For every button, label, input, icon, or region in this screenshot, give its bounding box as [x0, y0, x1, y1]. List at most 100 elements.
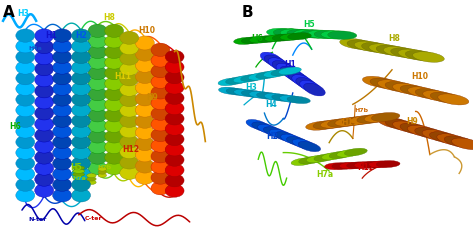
Ellipse shape — [16, 167, 35, 181]
Ellipse shape — [306, 121, 334, 130]
Ellipse shape — [105, 162, 124, 175]
Ellipse shape — [398, 49, 430, 60]
Ellipse shape — [72, 135, 91, 149]
Ellipse shape — [105, 24, 124, 37]
Ellipse shape — [53, 72, 72, 85]
Text: H10: H10 — [139, 26, 155, 35]
Ellipse shape — [105, 45, 124, 59]
Ellipse shape — [276, 63, 298, 76]
Ellipse shape — [299, 157, 321, 164]
Ellipse shape — [248, 73, 271, 80]
Ellipse shape — [314, 154, 337, 161]
Ellipse shape — [372, 113, 400, 121]
Ellipse shape — [16, 29, 35, 42]
Ellipse shape — [53, 82, 72, 95]
Ellipse shape — [165, 102, 184, 115]
Ellipse shape — [53, 40, 72, 53]
Ellipse shape — [136, 125, 155, 139]
Text: H9: H9 — [146, 93, 158, 102]
Ellipse shape — [376, 161, 400, 168]
Ellipse shape — [337, 150, 360, 157]
Ellipse shape — [136, 148, 155, 162]
Ellipse shape — [287, 96, 310, 104]
Ellipse shape — [347, 40, 379, 50]
Ellipse shape — [226, 88, 249, 95]
Ellipse shape — [98, 167, 107, 171]
Ellipse shape — [272, 34, 296, 41]
Ellipse shape — [16, 104, 35, 117]
Ellipse shape — [151, 150, 170, 163]
Ellipse shape — [273, 29, 302, 37]
Ellipse shape — [226, 77, 248, 84]
Ellipse shape — [342, 116, 371, 125]
Ellipse shape — [72, 125, 91, 138]
Ellipse shape — [16, 40, 35, 53]
Text: H9: H9 — [406, 117, 418, 126]
Ellipse shape — [120, 63, 139, 75]
Ellipse shape — [88, 24, 107, 37]
Text: H7b: H7b — [354, 108, 368, 113]
Ellipse shape — [88, 130, 107, 143]
Ellipse shape — [73, 176, 84, 180]
Ellipse shape — [105, 151, 124, 164]
Ellipse shape — [16, 189, 35, 202]
Ellipse shape — [136, 170, 155, 184]
Text: H11: H11 — [341, 118, 358, 127]
Ellipse shape — [88, 119, 107, 133]
Ellipse shape — [383, 46, 415, 57]
Ellipse shape — [88, 140, 107, 154]
Ellipse shape — [415, 127, 445, 139]
Ellipse shape — [288, 33, 311, 40]
Ellipse shape — [233, 75, 256, 83]
Ellipse shape — [35, 106, 54, 120]
Ellipse shape — [35, 117, 54, 131]
Ellipse shape — [287, 137, 309, 147]
Ellipse shape — [136, 36, 155, 50]
Ellipse shape — [53, 125, 72, 138]
Ellipse shape — [340, 39, 372, 49]
Ellipse shape — [266, 28, 296, 37]
Ellipse shape — [151, 96, 170, 110]
Ellipse shape — [300, 80, 321, 93]
Ellipse shape — [165, 153, 184, 166]
Ellipse shape — [35, 51, 54, 65]
Ellipse shape — [423, 90, 454, 101]
Ellipse shape — [151, 139, 170, 152]
Ellipse shape — [280, 33, 303, 40]
Ellipse shape — [120, 135, 139, 148]
Text: A: A — [3, 5, 15, 20]
Ellipse shape — [294, 30, 323, 38]
Ellipse shape — [260, 52, 282, 65]
Ellipse shape — [105, 109, 124, 122]
Ellipse shape — [72, 146, 91, 159]
Ellipse shape — [249, 91, 272, 99]
Ellipse shape — [298, 141, 320, 152]
Ellipse shape — [335, 117, 364, 126]
Ellipse shape — [165, 112, 184, 125]
Ellipse shape — [279, 95, 303, 103]
Ellipse shape — [53, 135, 72, 149]
Ellipse shape — [151, 75, 170, 88]
Ellipse shape — [35, 150, 54, 164]
Ellipse shape — [53, 157, 72, 170]
Ellipse shape — [120, 94, 139, 107]
Ellipse shape — [87, 177, 96, 181]
Ellipse shape — [105, 98, 124, 111]
Ellipse shape — [72, 29, 91, 42]
Text: H8: H8 — [104, 13, 116, 22]
Ellipse shape — [301, 30, 329, 38]
Ellipse shape — [378, 117, 408, 128]
Text: H3: H3 — [17, 9, 29, 18]
Text: H6: H6 — [9, 122, 21, 131]
Ellipse shape — [165, 122, 184, 135]
Ellipse shape — [151, 182, 170, 195]
Ellipse shape — [280, 29, 309, 37]
Ellipse shape — [272, 60, 294, 74]
Ellipse shape — [369, 161, 392, 168]
Text: N-ter: N-ter — [28, 217, 46, 222]
Ellipse shape — [120, 52, 139, 65]
Ellipse shape — [73, 169, 84, 173]
Ellipse shape — [151, 160, 170, 174]
Ellipse shape — [437, 134, 467, 145]
Text: H12: H12 — [123, 145, 140, 154]
